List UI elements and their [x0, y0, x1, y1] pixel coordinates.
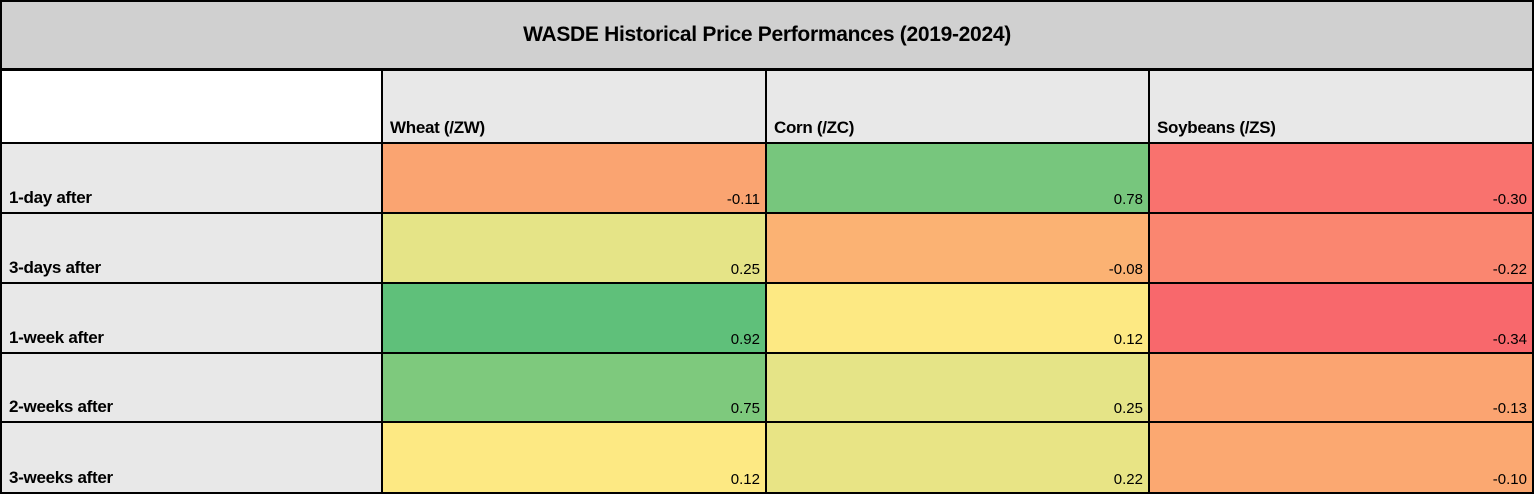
row-label-3-weeks-after: 3-weeks after	[2, 423, 383, 492]
table-title: WASDE Historical Price Performances (201…	[523, 23, 1011, 46]
value-cell-corn-1-week: 0.12	[767, 284, 1150, 354]
row-label-3-days-after: 3-days after	[2, 214, 383, 284]
value-cell-soybeans-3-days: -0.22	[1150, 214, 1532, 284]
value-cell-wheat-2-weeks: 0.75	[383, 354, 767, 423]
column-header-soybeans: Soybeans (/ZS)	[1150, 71, 1532, 144]
value-cell-soybeans-3-weeks: -0.10	[1150, 423, 1532, 492]
value-cell-corn-1-day: 0.78	[767, 144, 1150, 214]
value-cell-soybeans-1-day: -0.30	[1150, 144, 1532, 214]
row-label-2-weeks-after: 2-weeks after	[2, 354, 383, 423]
value-cell-wheat-3-days: 0.25	[383, 214, 767, 284]
value-cell-wheat-3-weeks: 0.12	[383, 423, 767, 492]
value-cell-wheat-1-day: -0.11	[383, 144, 767, 214]
table-title-bar: WASDE Historical Price Performances (201…	[2, 2, 1532, 71]
column-header-wheat: Wheat (/ZW)	[383, 71, 767, 144]
value-cell-soybeans-1-week: -0.34	[1150, 284, 1532, 354]
corner-cell	[2, 71, 383, 144]
row-label-1-day-after: 1-day after	[2, 144, 383, 214]
row-label-1-week-after: 1-week after	[2, 284, 383, 354]
value-cell-soybeans-2-weeks: -0.13	[1150, 354, 1532, 423]
value-cell-wheat-1-week: 0.92	[383, 284, 767, 354]
column-header-corn: Corn (/ZC)	[767, 71, 1150, 144]
value-cell-corn-2-weeks: 0.25	[767, 354, 1150, 423]
value-cell-corn-3-days: -0.08	[767, 214, 1150, 284]
value-cell-corn-3-weeks: 0.22	[767, 423, 1150, 492]
